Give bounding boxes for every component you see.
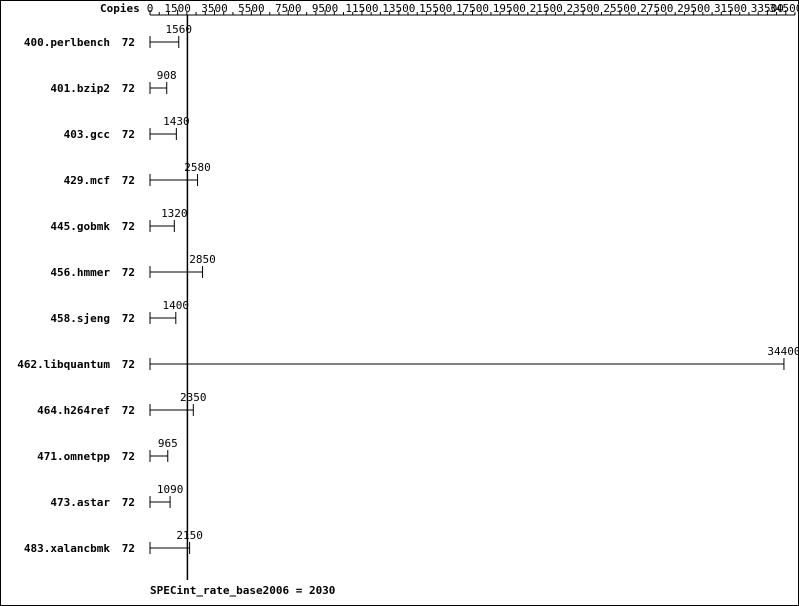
bar-value-label: 2580 <box>184 161 211 174</box>
benchmark-name: 483.xalancbmk <box>24 542 110 555</box>
chart-border <box>1 1 799 606</box>
benchmark-name: 400.perlbench <box>24 36 110 49</box>
bar-value-label: 2350 <box>180 391 207 404</box>
chart-svg: Copies0150035005500750095001150013500155… <box>0 0 799 606</box>
benchmark-name: 429.mcf <box>64 174 110 187</box>
benchmark-name: 403.gcc <box>64 128 110 141</box>
bar-value-label: 1090 <box>157 483 184 496</box>
bar-value-label: 965 <box>158 437 178 450</box>
benchmark-copies: 72 <box>122 542 135 555</box>
bar-value-label: 2150 <box>176 529 203 542</box>
benchmark-name: 473.astar <box>50 496 110 509</box>
reference-caption: SPECint_rate_base2006 = 2030 <box>150 584 335 597</box>
benchmark-copies: 72 <box>122 266 135 279</box>
benchmark-copies: 72 <box>122 36 135 49</box>
bar-value-label: 1430 <box>163 115 190 128</box>
x-tick-label: 23500 <box>567 2 600 15</box>
benchmark-copies: 72 <box>122 128 135 141</box>
spec-chart: Copies0150035005500750095001150013500155… <box>0 0 799 606</box>
benchmark-name: 401.bzip2 <box>50 82 110 95</box>
bar-value-label: 1560 <box>165 23 192 36</box>
bar-value-label: 1320 <box>161 207 188 220</box>
benchmark-copies: 72 <box>122 82 135 95</box>
benchmark-name: 458.sjeng <box>50 312 110 325</box>
x-tick-label: 17500 <box>456 2 489 15</box>
bar-value-label: 34400 <box>767 345 799 358</box>
benchmark-copies: 72 <box>122 220 135 233</box>
benchmark-name: 445.gobmk <box>50 220 110 233</box>
benchmark-copies: 72 <box>122 450 135 463</box>
x-tick-label: 19500 <box>493 2 526 15</box>
bar-value-label: 2850 <box>189 253 216 266</box>
x-tick-label: 29500 <box>677 2 710 15</box>
x-tick-label: 0 <box>147 2 154 15</box>
x-tick-label: 11500 <box>345 2 378 15</box>
benchmark-name: 464.h264ref <box>37 404 110 417</box>
copies-header: Copies <box>100 2 140 15</box>
benchmark-name: 471.omnetpp <box>37 450 110 463</box>
x-tick-label: 13500 <box>382 2 415 15</box>
x-tick-label: 27500 <box>640 2 673 15</box>
benchmark-copies: 72 <box>122 358 135 371</box>
benchmark-copies: 72 <box>122 312 135 325</box>
bar-value-label: 908 <box>157 69 177 82</box>
x-tick-label: 21500 <box>530 2 563 15</box>
bar-value-label: 1400 <box>163 299 190 312</box>
benchmark-name: 456.hmmer <box>50 266 110 279</box>
x-tick-label: 25500 <box>603 2 636 15</box>
benchmark-name: 462.libquantum <box>17 358 110 371</box>
benchmark-copies: 72 <box>122 404 135 417</box>
x-tick-label: 15500 <box>419 2 452 15</box>
benchmark-copies: 72 <box>122 496 135 509</box>
benchmark-copies: 72 <box>122 174 135 187</box>
x-tick-label: 31500 <box>714 2 747 15</box>
